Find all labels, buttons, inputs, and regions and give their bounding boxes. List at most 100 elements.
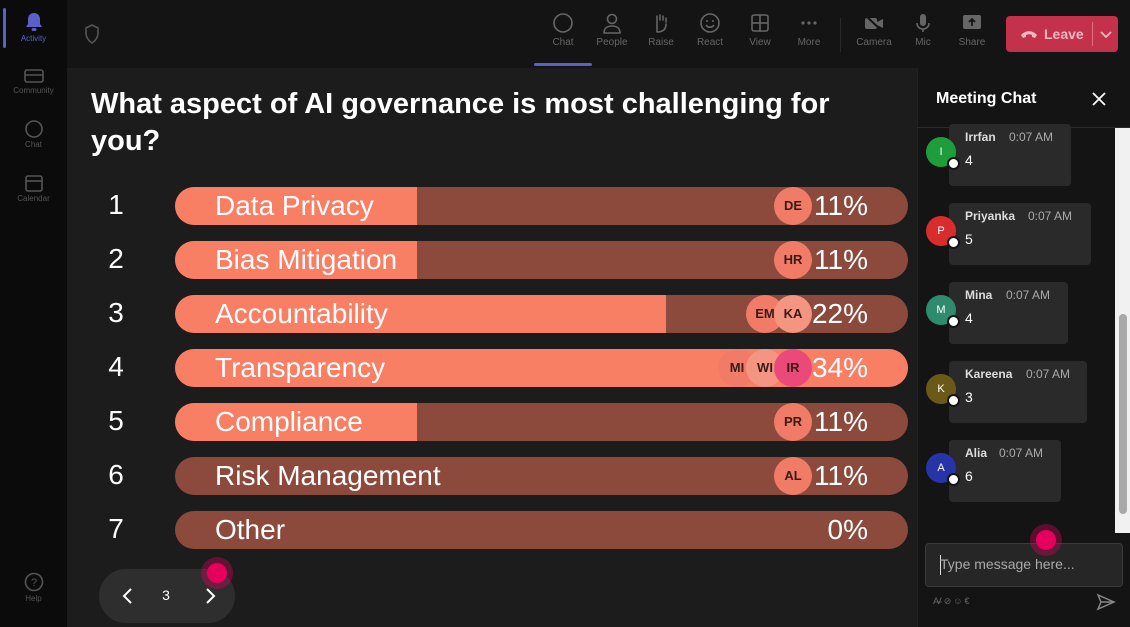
rail-label-community: Community — [13, 86, 54, 95]
avatar-initial: P — [937, 225, 945, 237]
chat-message-text: 3 — [965, 389, 973, 405]
chat-message[interactable]: Priyanka 0:07 AM 5 — [949, 203, 1091, 265]
rail-label-calendar: Calendar — [17, 194, 50, 203]
poll-option-bar[interactable]: Transparency MI WI IR 34% — [175, 349, 908, 387]
avatar-initial: I — [939, 146, 943, 158]
chat-message-text: 5 — [965, 231, 973, 247]
chevron-down-icon[interactable] — [1098, 26, 1114, 42]
rail-item-calendar[interactable]: Calendar — [0, 174, 67, 203]
voter-avatar: DE — [774, 187, 812, 225]
toolbar-camera-button[interactable]: Camera — [851, 12, 897, 48]
avatar[interactable]: K — [926, 374, 960, 407]
chat-message-time: 0:07 AM — [999, 446, 1044, 460]
toolbar-react-button[interactable]: React — [687, 12, 733, 48]
attach-icon[interactable]: ⊘ — [943, 596, 954, 606]
rail-label-help: Help — [25, 594, 42, 603]
poll-option-bar[interactable]: Data Privacy DE 11% — [175, 187, 908, 225]
poll-option-bar[interactable]: Compliance PR 11% — [175, 403, 908, 441]
message-input[interactable]: Type message here... — [925, 543, 1123, 587]
emoji-icon[interactable]: ☺ — [953, 596, 965, 606]
voter-avatars: HR — [774, 241, 812, 279]
toolbar-view-button[interactable]: View — [737, 12, 783, 48]
chevron-right-icon[interactable] — [199, 585, 221, 607]
chat-message-sender: Irrfan — [965, 130, 996, 144]
rail-label-chat: Chat — [25, 140, 42, 149]
gif-icon[interactable]: € — [964, 596, 972, 606]
poll-option-percent: 11% — [814, 460, 868, 491]
rail-item-help[interactable]: ? Help — [0, 572, 67, 603]
chat-icon — [553, 13, 573, 33]
voter-avatar: HR — [774, 241, 812, 279]
chat-message[interactable]: Mina 0:07 AM 4 — [949, 282, 1068, 344]
poll-option-fill — [175, 403, 417, 441]
chat-message-time: 0:07 AM — [1026, 367, 1071, 381]
format-toolbar[interactable]: Ꜻ⊘☺€ — [933, 596, 972, 607]
avatar-initial: A — [937, 462, 945, 474]
chat-message[interactable]: Alia 0:07 AM 6 — [949, 440, 1061, 502]
toolbar-chat-label: Chat — [552, 37, 574, 48]
poll-option-label: Accountability — [215, 298, 388, 329]
click-indicator — [207, 563, 227, 583]
toolbar-mic-button[interactable]: Mic — [900, 12, 946, 48]
toolbar-view-label: View — [749, 37, 771, 48]
poll-option-bar[interactable]: Bias Mitigation HR 11% — [175, 241, 908, 279]
avatar[interactable]: M — [926, 295, 960, 328]
toolbar-share-button[interactable]: Share — [949, 12, 995, 48]
rail-item-chat[interactable]: Chat — [0, 120, 67, 149]
toolbar-people-label: People — [596, 37, 628, 48]
toolbar-raise-button[interactable]: Raise — [638, 12, 684, 48]
chat-message-time: 0:07 AM — [1006, 288, 1051, 302]
poll-option-bar[interactable]: Accountability EM KA 22% — [175, 295, 908, 333]
poll-option-percent: 34% — [811, 352, 868, 383]
phone-hangup-icon — [1021, 31, 1037, 38]
avatar-initial: M — [936, 304, 946, 316]
app-rail: Activity Community Chat Calendar ? Help — [0, 0, 68, 627]
mic-icon — [916, 14, 930, 32]
poll-option-percent: 22% — [811, 298, 868, 329]
poll-option-percent: 11% — [814, 190, 868, 221]
meeting-toolbar — [67, 0, 1130, 68]
option-number: 5 — [108, 405, 124, 436]
poll-option-bar[interactable]: Risk Management AL 11% — [175, 457, 908, 495]
leave-button[interactable]: Leave — [1006, 16, 1118, 52]
chat-message-sender: Priyanka — [965, 209, 1016, 223]
voter-avatar: KA — [774, 295, 812, 333]
chat-scrollbar[interactable] — [1115, 128, 1130, 533]
rail-item-community[interactable]: Community — [0, 68, 67, 95]
poll-option-fill — [175, 241, 417, 279]
option-number: 3 — [108, 297, 124, 328]
poll-option-label: Bias Mitigation — [215, 244, 398, 275]
poll-option-percent: 0% — [827, 514, 868, 545]
format-icon[interactable]: Ꜻ — [933, 596, 944, 606]
avatar[interactable]: A — [926, 453, 960, 486]
voter-avatar: AL — [774, 457, 812, 495]
poll-option-fill — [175, 187, 417, 225]
poll-question: What aspect of AI governance is most cha… — [91, 88, 830, 157]
poll-option-label: Risk Management — [215, 460, 441, 491]
chat-icon — [24, 120, 43, 138]
send-icon[interactable] — [1096, 592, 1116, 612]
toolbar-mic-label: Mic — [915, 37, 931, 48]
toolbar-chat-button[interactable]: Chat — [534, 12, 592, 66]
chat-message-text: 6 — [965, 468, 973, 484]
toolbar-people-button[interactable]: People — [589, 12, 635, 48]
leave-divider — [1092, 22, 1093, 46]
chat-message[interactable]: Irrfan 0:07 AM 4 — [949, 124, 1071, 186]
toolbar-camera-label: Camera — [856, 37, 892, 48]
chevron-left-icon[interactable] — [117, 585, 139, 607]
toolbar-react-label: React — [696, 37, 724, 48]
option-number: 6 — [108, 459, 124, 490]
poll-option-bar[interactable]: Other 0% — [175, 511, 908, 549]
poll-option-label: Compliance — [215, 406, 363, 437]
avatar[interactable]: I — [926, 137, 960, 170]
rail-item-activity[interactable]: Activity — [0, 12, 67, 43]
chat-message[interactable]: Kareena 0:07 AM 3 — [949, 361, 1087, 423]
presence-status-icon — [947, 236, 960, 249]
share-icon — [963, 15, 981, 29]
option-number: 7 — [108, 513, 124, 544]
toolbar-more-button[interactable]: More — [786, 12, 832, 48]
avatar[interactable]: P — [926, 216, 960, 249]
chat-scrollbar-thumb[interactable] — [1119, 314, 1127, 514]
voter-avatar: IR — [774, 349, 812, 387]
close-icon[interactable] — [1090, 90, 1108, 108]
